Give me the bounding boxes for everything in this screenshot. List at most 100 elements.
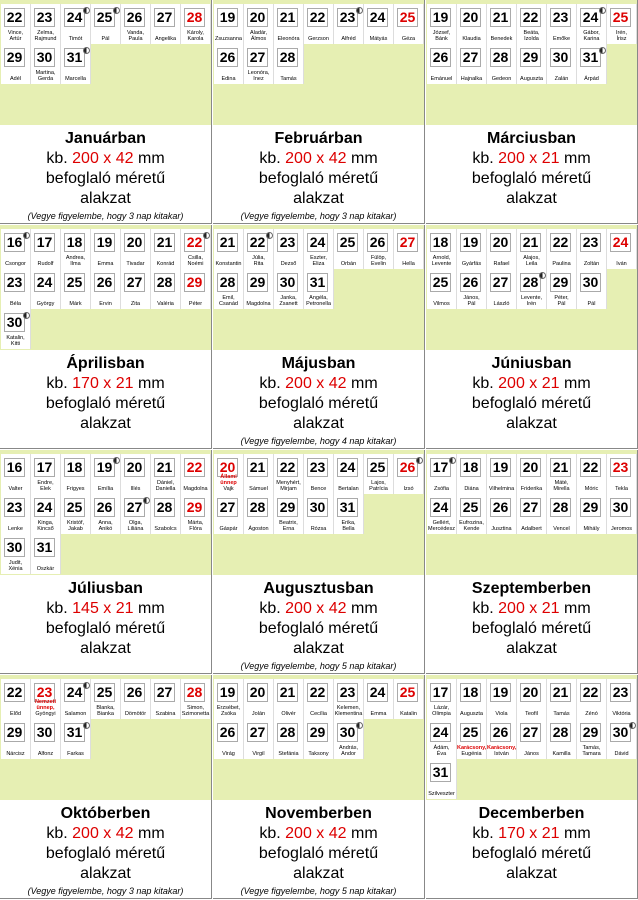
name: Dömötör [124, 711, 147, 717]
day-number: 23 [34, 8, 55, 27]
name: Ervin [99, 301, 112, 307]
shape-line: befoglaló méretű [258, 395, 379, 412]
name: Pál [467, 301, 476, 307]
name: Kincső [37, 526, 54, 532]
name-day: Eleonóra [274, 36, 303, 42]
prefix: kb. [46, 825, 68, 842]
day-cell: 23 Zoltán [577, 229, 607, 269]
day-number: 18 [64, 458, 85, 477]
name: Orbán [340, 261, 357, 267]
day-cell: 26 Ervin [91, 269, 121, 309]
day-cell: 20 Tivadar [121, 229, 151, 269]
day-cell: 29 Auguszta [517, 44, 547, 84]
name: Álmos [250, 36, 267, 42]
month-title: Júniusban [491, 355, 572, 372]
day-cell: 25 Vilmos [427, 269, 457, 309]
day-cell: 30 Jeromos [607, 494, 637, 534]
name-day: Menyhért, Mirjam [274, 480, 303, 492]
day-number: 25 [610, 8, 631, 27]
day-number: 28 [277, 48, 298, 67]
name-day: Kamilla [547, 751, 576, 757]
day-cell: 23 Béla [1, 269, 31, 309]
name: Emánuel [430, 76, 453, 82]
name-day: Virgil [244, 751, 273, 757]
day-cell: 28 Tamás [274, 44, 304, 84]
day-number: 31 [34, 538, 55, 557]
day-cell: 26 Emánuel [427, 44, 457, 84]
calendar-strip: 22 Vince, Artúr 23 Zelma, Rajmund 24 Timót 25 Pál… [0, 0, 211, 125]
name: Erzsébet, [216, 705, 241, 711]
day-number: 28 [490, 48, 511, 67]
name: Zita [130, 301, 141, 307]
description: Októberben kb. 200 x 42 mm befoglaló méret… [0, 803, 211, 898]
day-cell: 23 Tekla [607, 454, 637, 494]
moon-phase [113, 457, 120, 464]
name: Márk [69, 301, 82, 307]
size: 200 x 21 [498, 375, 560, 392]
name: Daniella [155, 486, 176, 492]
day-cell: 21 Máté, Mirella [547, 454, 577, 494]
name: Kelemen, [336, 705, 361, 711]
day-cell: 30 Pál [577, 269, 607, 309]
holiday-label: Nemzeti [34, 699, 57, 705]
name-day: Tamás [274, 76, 303, 82]
day-number: 27 [520, 498, 541, 517]
name-day: Angéla, Petronella [304, 295, 333, 307]
day-number: 28 [184, 683, 205, 702]
name-day: Péter [181, 301, 210, 307]
name: Emma [370, 711, 387, 717]
name-day: Anna, Anikó [91, 520, 120, 532]
name: Inez [253, 76, 264, 82]
name: Flóra [189, 526, 202, 532]
name-day: Bence [304, 486, 333, 492]
day-number: 26 [460, 273, 481, 292]
name-day: Fülöp, Evelin [364, 255, 393, 267]
name: Kristóf, [66, 520, 85, 526]
shape-line: alakzat [293, 640, 344, 657]
day-cell: 22 Csilla, Noémi [181, 229, 211, 269]
holiday-label: ünnep [220, 480, 237, 486]
name: Lenke [8, 526, 23, 532]
name: István [494, 751, 509, 757]
day-cell: 31 Angéla, Petronella [304, 269, 334, 309]
name: Erika, [341, 520, 356, 526]
month-panel: 18 Arnold, Levente 19 Gyárfás 20 Rafael 21 Alajo… [426, 225, 638, 449]
name: Bánk [435, 36, 448, 42]
day-number: 30 [4, 313, 25, 332]
unit: mm [137, 375, 165, 392]
size-line: kb. 200 x 21 mm [426, 599, 637, 619]
description: Novemberben kb. 200 x 42 mm befoglaló mére… [213, 803, 424, 898]
note: (Vegye figyelembe, hogy 3 nap kitakar) [27, 886, 184, 896]
day-cell: 31 Erika, Bella [334, 494, 364, 534]
name: Janka, [280, 295, 297, 301]
name: Judit, [8, 560, 23, 566]
day-cell: 27 Angelika [151, 4, 181, 44]
name-day: Kristóf, Jakab [61, 520, 90, 532]
day-number: 26 [490, 498, 511, 517]
day-cell: 24 Ádám, Éva [427, 719, 457, 759]
name: Leila [525, 261, 538, 267]
month-title: Októberben [60, 805, 151, 822]
name: Szabina [155, 711, 176, 717]
day-cell: 20 Teofil [517, 679, 547, 719]
name-day: Izsó [394, 486, 423, 492]
day-cell: 21 Dániel, Daniella [151, 454, 181, 494]
day-number: 25 [337, 233, 358, 252]
day-number: 28 [550, 498, 571, 517]
name: Olivér [281, 711, 296, 717]
name-day: Gyárfás [457, 261, 486, 267]
name-day: Bertalan [334, 486, 363, 492]
name: Vanda, [126, 30, 145, 36]
day-cell: 28 Emil, Csanád [214, 269, 244, 309]
day-cell: 30 Katalin, Kitti [1, 309, 31, 349]
name-day: Viola [487, 711, 516, 717]
name-day: Judit, Xénia [1, 560, 30, 572]
day-cell: 25 Lajos, Patrícia [364, 454, 394, 494]
name: Katalin [400, 711, 417, 717]
name-day: Árpád [577, 76, 606, 82]
day-cell: 18 Auguszta [457, 679, 487, 719]
name-day: Illés [121, 486, 150, 492]
name: Zoltán [583, 261, 600, 267]
name: Karola [187, 36, 204, 42]
name-day: Endre, Elek [31, 480, 60, 492]
